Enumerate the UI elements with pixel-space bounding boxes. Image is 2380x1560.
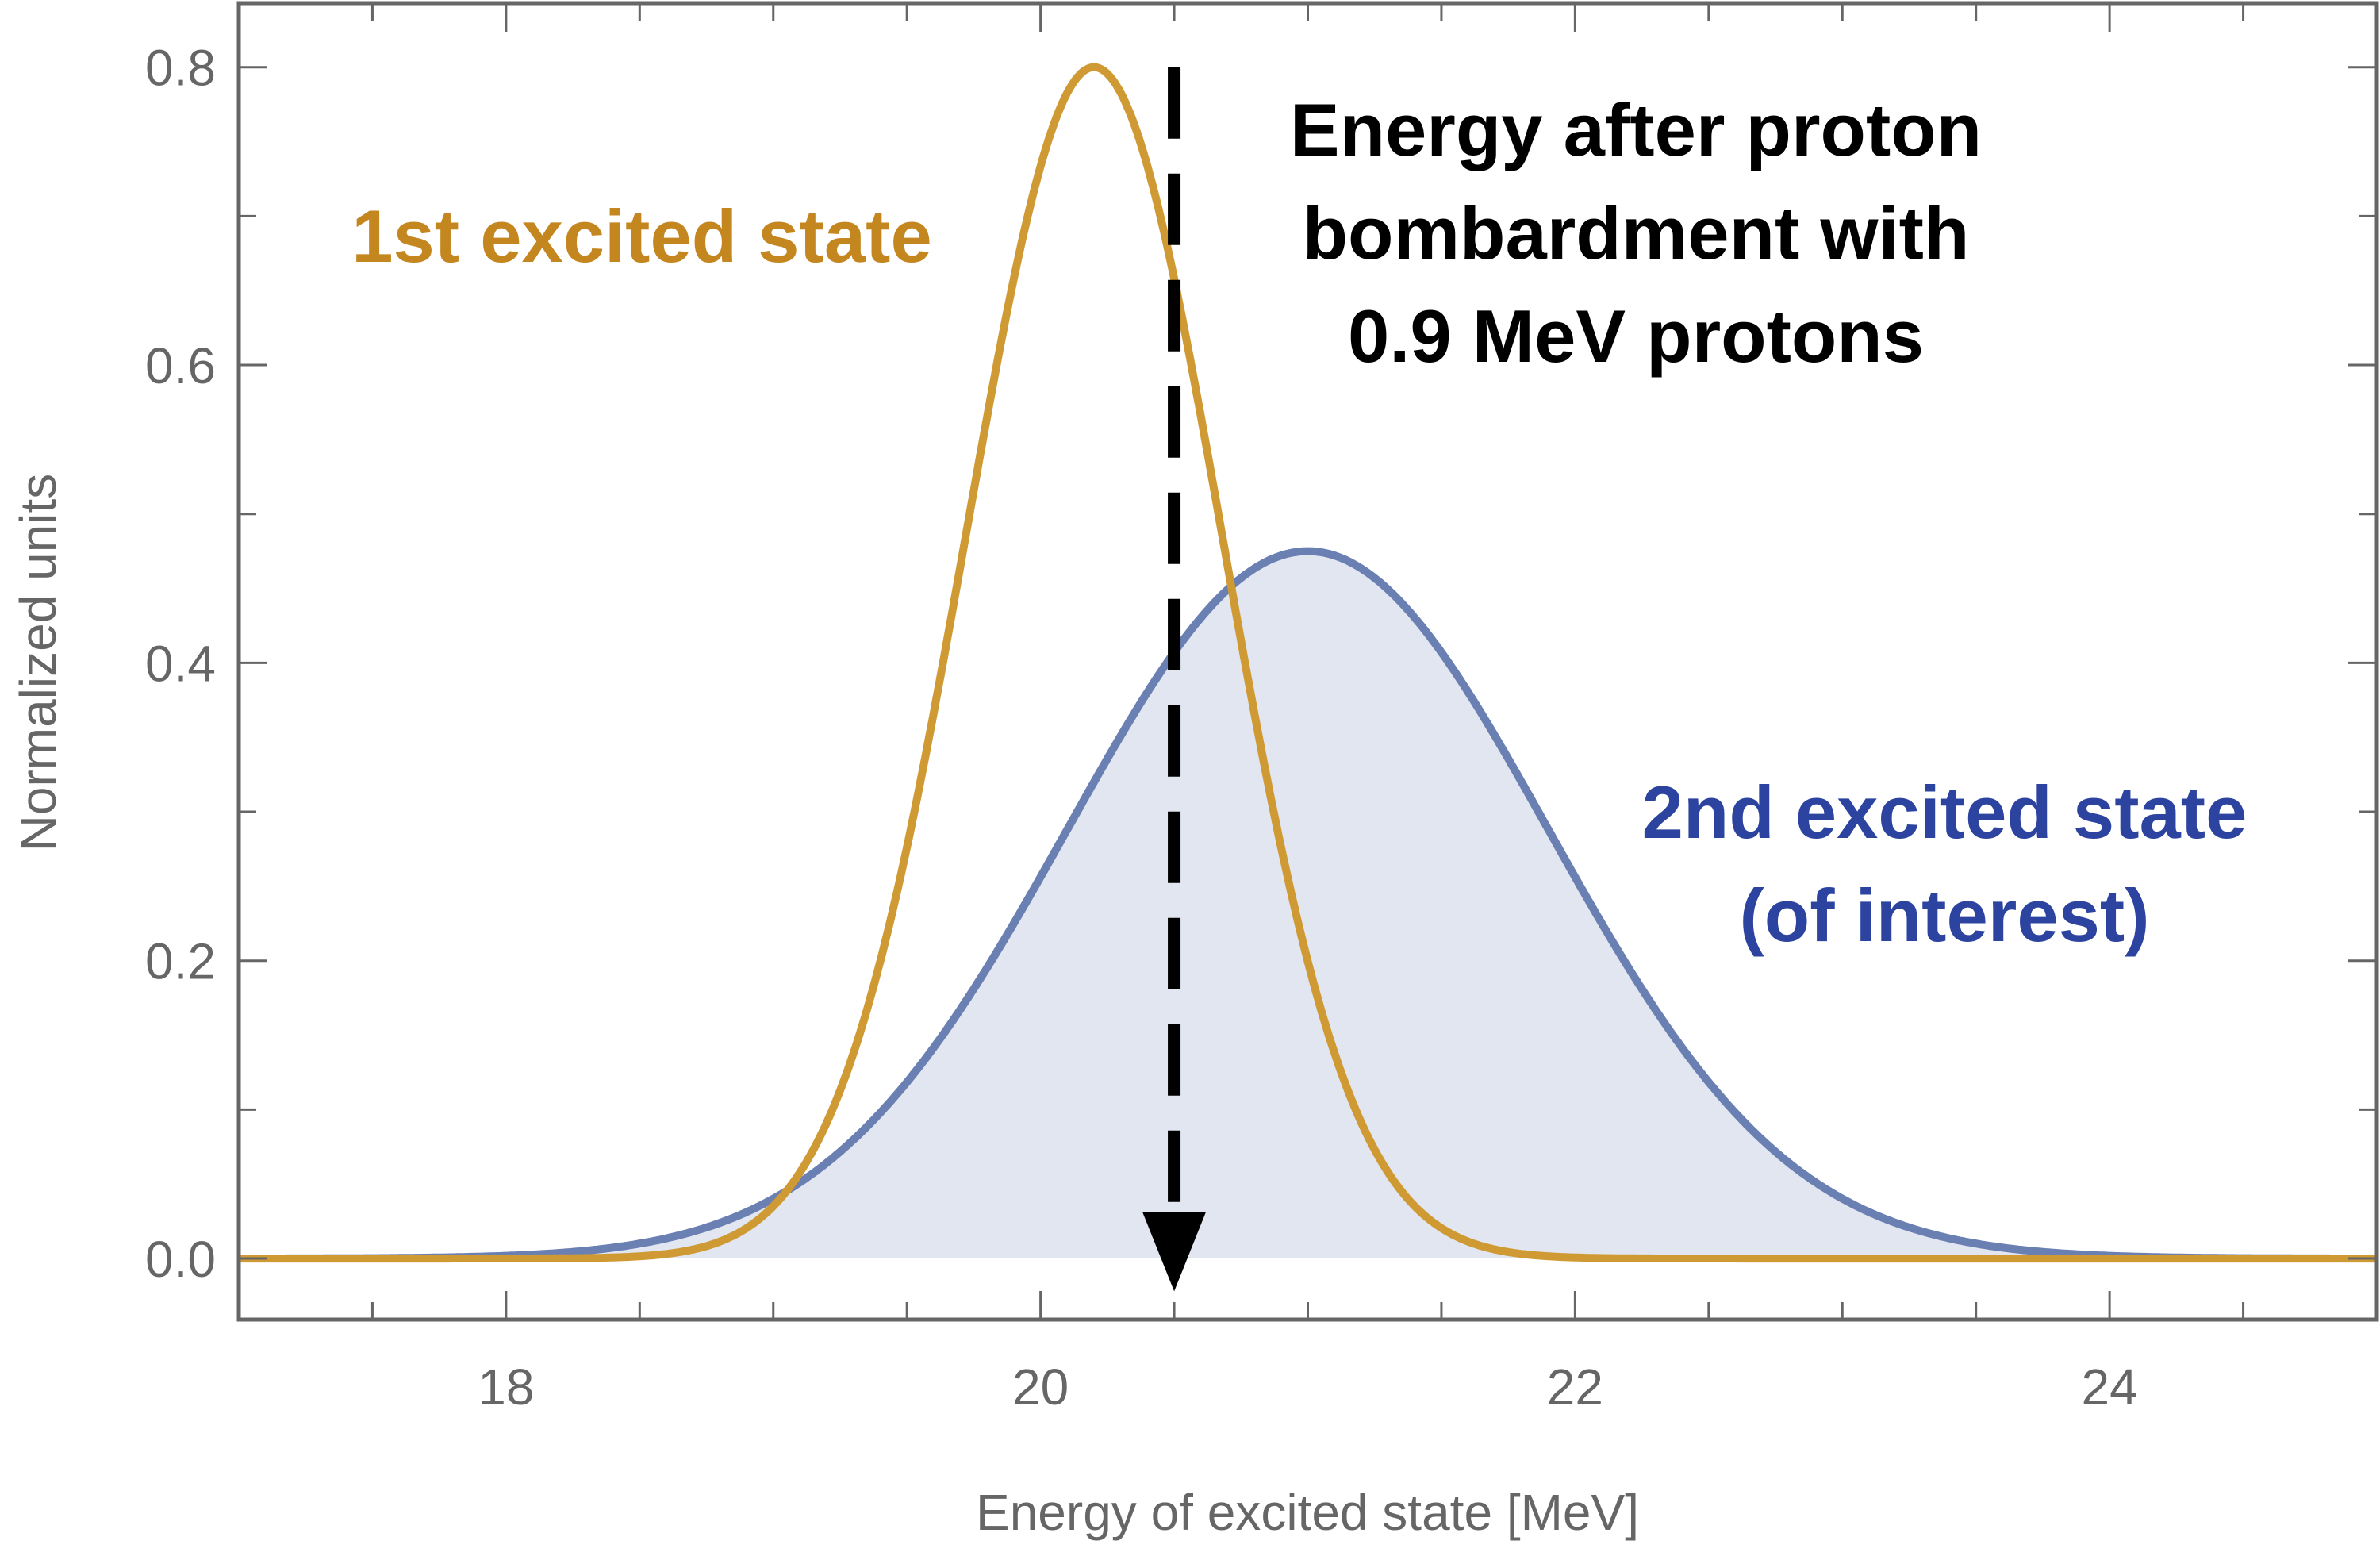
annotation-proton-energy-line-3: 0.9 MeV protons [1348, 294, 1924, 378]
annotation-second-state-line-1: 2nd excited state [1642, 770, 2248, 854]
annotation-proton-energy-line-1: Energy after proton [1290, 88, 1982, 171]
y-tick-label: 0.0 [145, 1231, 216, 1288]
series-fill-2 [239, 551, 2377, 1259]
marker-arrowhead [1142, 1212, 1207, 1292]
x-tick-label: 20 [1012, 1358, 1069, 1416]
y-axis-label: Normalized units [10, 474, 67, 852]
series-line-1 [237, 63, 2378, 1263]
series-line-2 [237, 547, 2378, 1262]
y-tick-label: 0.4 [145, 635, 216, 692]
annotation-second-state-line-2: (of interest) [1740, 874, 2150, 957]
x-axis-label: Energy of excited state [MeV] [976, 1484, 1639, 1541]
x-tick-label: 18 [478, 1358, 534, 1416]
y-tick-label: 0.6 [145, 337, 216, 394]
y-tick-label: 0.2 [145, 933, 216, 990]
x-tick-label: 22 [1547, 1358, 1603, 1416]
y-tick-label: 0.8 [145, 40, 216, 97]
x-tick-label: 24 [2082, 1358, 2138, 1416]
annotation-first-state: 1st excited state [351, 194, 931, 278]
annotation-proton-energy-line-2: bombardment with [1303, 191, 1970, 275]
